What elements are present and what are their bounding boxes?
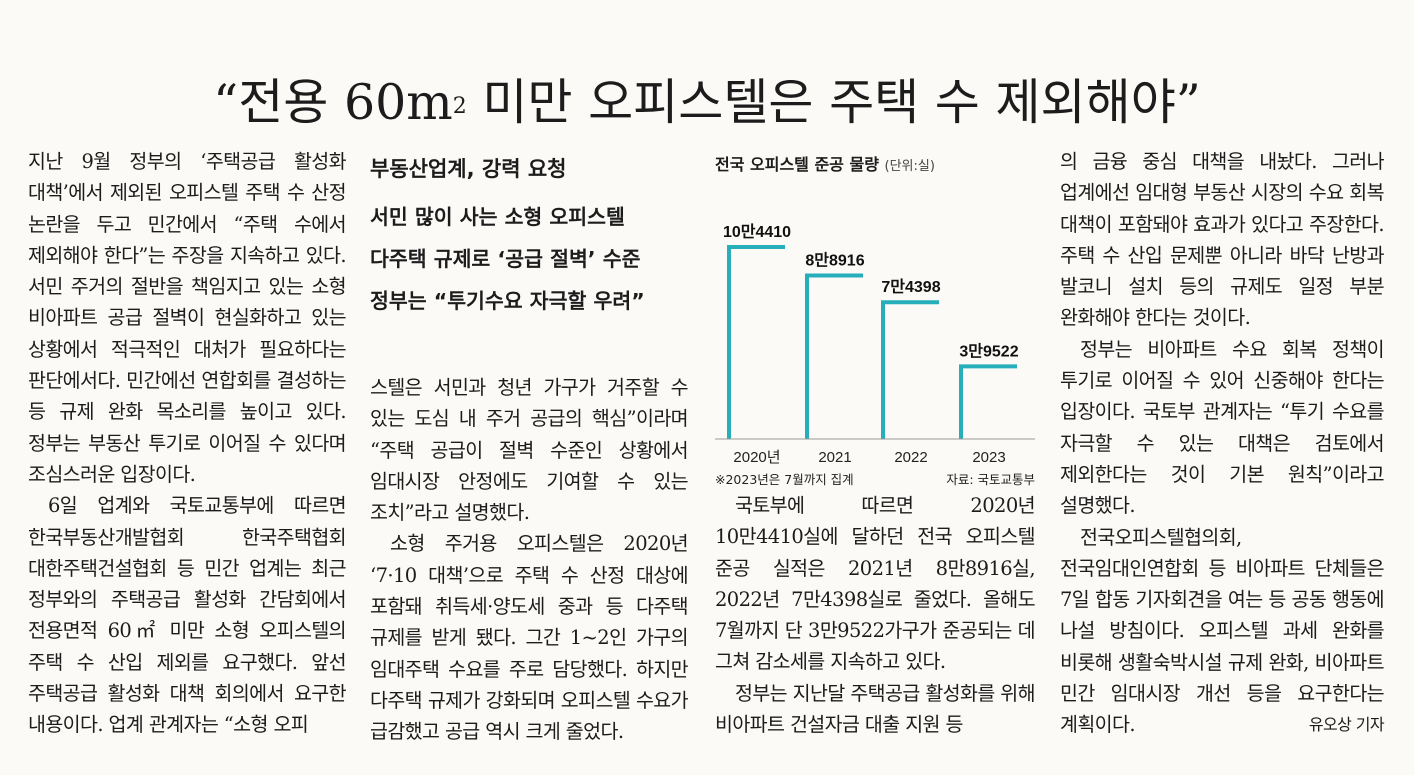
- chart-category-label: 2023: [972, 449, 1005, 466]
- paragraph: 전국오피스텔협의회, 전국임대인연합회 등 비아파트 단체들은 7일 합동 기자…: [1060, 522, 1385, 741]
- sub-headline-line: 서민 많이 사는 소형 오피스텔: [370, 205, 625, 229]
- headline-text-a: 전용 60m: [238, 73, 453, 131]
- chart-category-label: 2022: [894, 449, 927, 466]
- headline-open-quote: “: [213, 73, 239, 131]
- paragraph: 국토부에 따르면 2020년 10만4410실에 달하던 전국 오피스텔 준공 …: [715, 494, 1036, 674]
- chart-bar: [727, 245, 785, 439]
- chart-unit: (단위:실): [884, 159, 935, 174]
- sub-headline-line: 정부는 “투기수요 자극할 우려”: [370, 289, 645, 313]
- chart-category-label: 2021: [818, 449, 851, 466]
- chart-value-label: 3만9522: [959, 342, 1018, 360]
- paragraph: 의 금융 중심 대책을 내놨다. 그러나 업계에선 임대형 부동산 시장의 수요…: [1060, 150, 1385, 330]
- chart-value-label: 7만4398: [881, 278, 940, 296]
- chart-title-text: 전국 오피스텔 준공 물량: [715, 155, 879, 174]
- chart-bar: [959, 364, 1017, 439]
- sub-headline-line: 다주택 규제로 ‘공급 절벽’ 수준: [370, 247, 641, 271]
- chart-value-label: 8만8916: [805, 251, 864, 269]
- paragraph-text: 전국오피스텔협의회, 전국임대인연합회 등 비아파트 단체들은 7일 합동 기자…: [1060, 525, 1385, 737]
- chart-source: 자료: 국토교통부: [946, 472, 1035, 487]
- headline-close-quote: ”: [1175, 73, 1201, 131]
- chart-footer: ※2023년은 7월까지 집계 자료: 국토교통부: [715, 469, 1035, 488]
- sub-headline: 서민 많이 사는 소형 오피스텔 다주택 규제로 ‘공급 절벽’ 수준 정부는 …: [370, 196, 688, 322]
- chart-note: ※2023년은 7월까지 집계: [715, 472, 854, 487]
- paragraph: 정부는 지난달 주택공급 활성화를 위해 비아파트 건설자금 대출 지원 등: [715, 681, 1036, 737]
- headline-superscript: 2: [452, 93, 467, 119]
- paragraph: 정부는 비아파트 수요 회복 정책이 투기로 이어질 수 있어 신중해야 한다는…: [1060, 337, 1385, 518]
- paragraph: 스텔은 서민과 청년 가구가 거주할 수 있는 도심 내 주거 공급의 핵심”이…: [370, 376, 689, 525]
- paragraph: 지난 9월 정부의 ‘주택공급 활성화 대책’에서 제외된 오피스텔 주택 수 …: [28, 150, 347, 486]
- byline: 유오상 기자: [1308, 715, 1385, 735]
- chart-block: 전국 오피스텔 준공 물량 (단위:실) 10만4410 2020년 8만8916 2…: [715, 153, 1035, 488]
- paragraph: 소형 주거용 오피스텔은 2020년 ‘7·10 대책’으로 주택 수 산정 대…: [370, 532, 689, 744]
- article-column-1: 지난 9월 정부의 ‘주택공급 활성화 대책’에서 제외된 오피스텔 주택 수 …: [28, 146, 347, 741]
- article-column-3: 국토부에 따르면 2020년 10만4410실에 달하던 전국 오피스텔 준공 …: [715, 490, 1036, 740]
- chart-category-label: 2020년: [733, 449, 780, 466]
- headline-text-b: 미만 오피스텔은 주택 수 제외해야: [466, 73, 1176, 131]
- chart-bar: [881, 300, 939, 439]
- paragraph: 6일 업계와 국토교통부에 따르면 한국부동산개발협회 한국주택협회 대한주택건…: [28, 494, 347, 737]
- sub-headline-kicker: 부동산업계, 강력 요청: [370, 157, 567, 181]
- article-column-2: 부동산업계, 강력 요청 서민 많이 사는 소형 오피스텔 다주택 규제로 ‘공…: [370, 146, 689, 748]
- chart-value-label: 10만4410: [723, 223, 791, 241]
- article-body: 스텔은 서민과 청년 가구가 거주할 수 있는 도심 내 주거 공급의 핵심”이…: [370, 372, 689, 748]
- chart-bar: [805, 273, 863, 439]
- chart-title: 전국 오피스텔 준공 물량 (단위:실): [715, 153, 1035, 179]
- headline: “전용 60m2 미만 오피스텔은 주택 수 제외해야”: [0, 71, 1414, 135]
- article-column-4: 의 금융 중심 대책을 내놨다. 그러나 업계에선 임대형 부동산 시장의 수요…: [1060, 146, 1385, 741]
- bar-chart: 10만4410 2020년 8만8916 2021 7만4398 2022 3만9522 20…: [715, 223, 1035, 466]
